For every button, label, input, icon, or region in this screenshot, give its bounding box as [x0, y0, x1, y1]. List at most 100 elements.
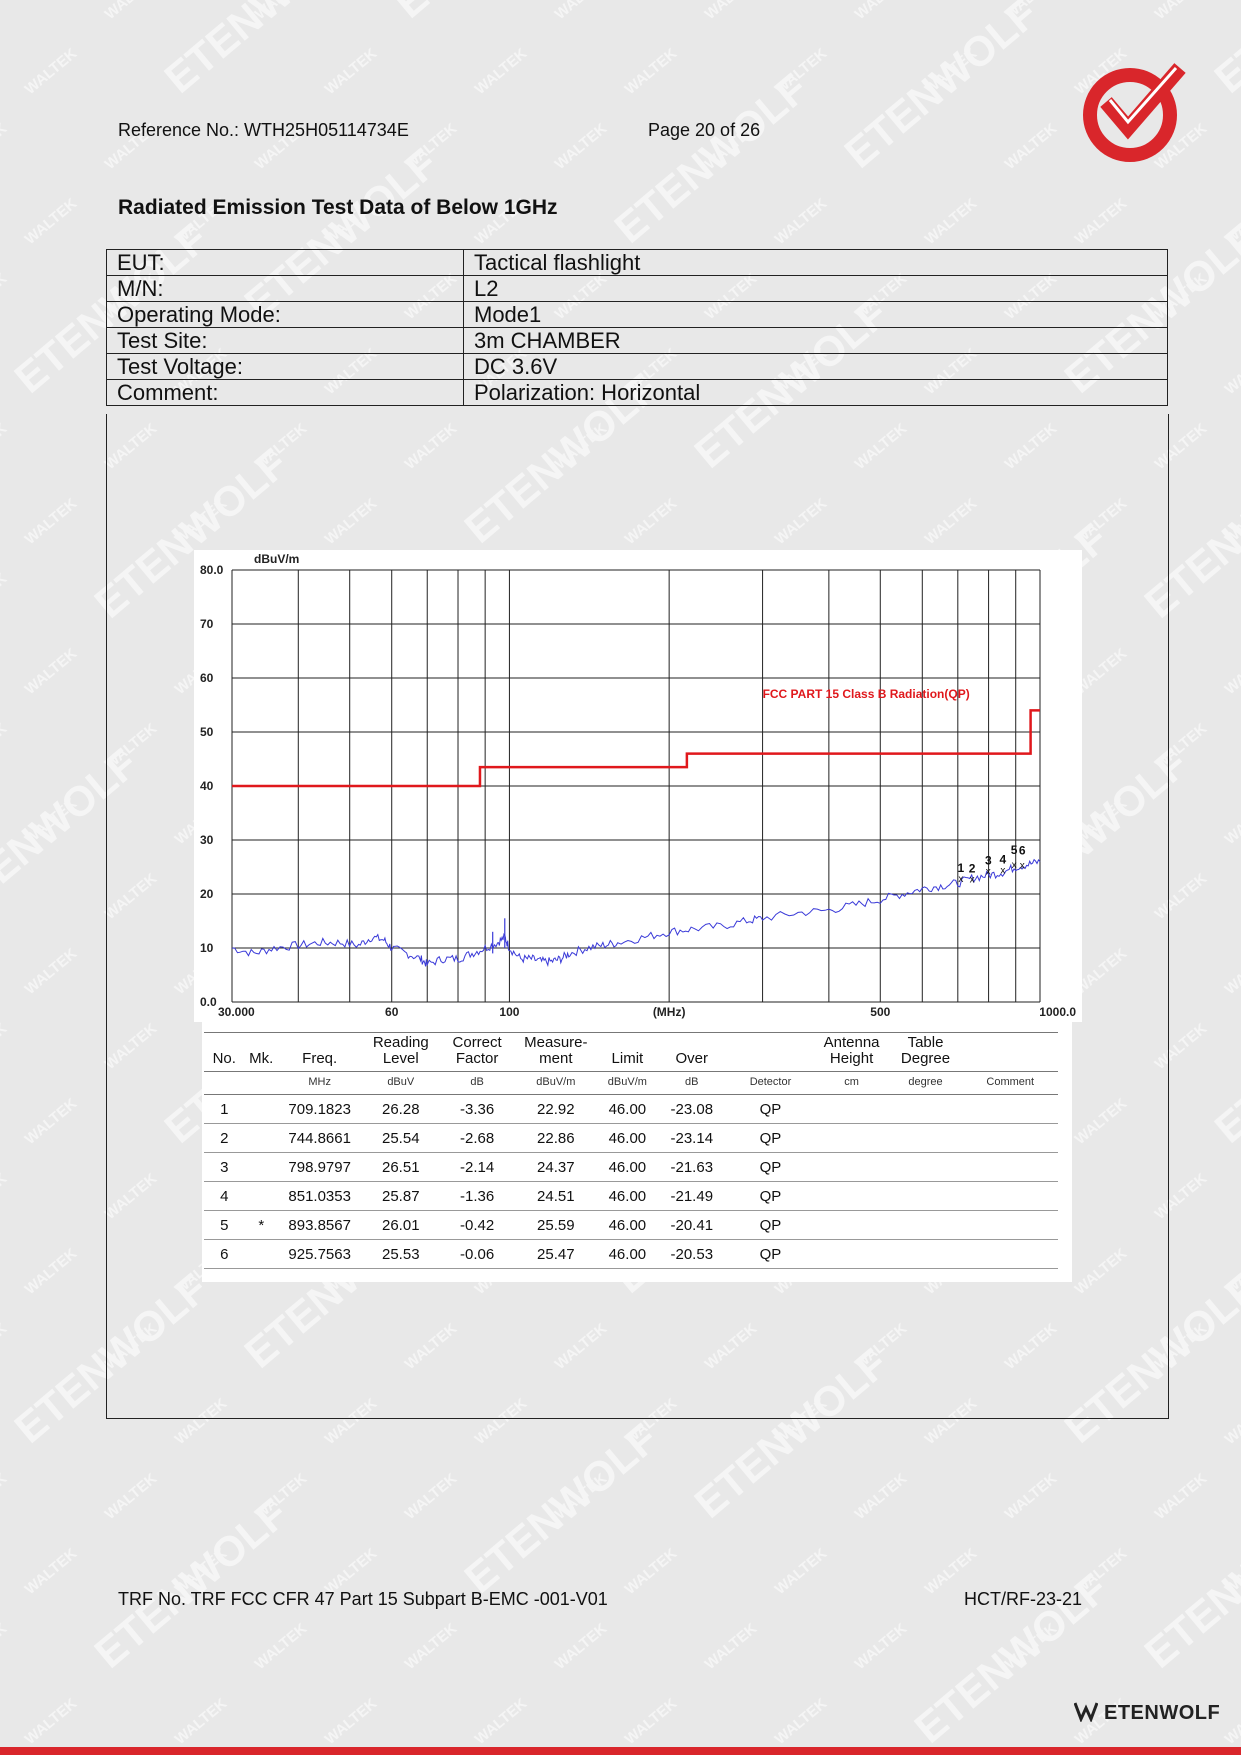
column-header: Limit — [597, 1032, 658, 1072]
table-cell — [962, 1152, 1058, 1182]
column-header: No. — [204, 1032, 245, 1072]
watermark-text: WALTEK — [402, 1470, 461, 1523]
table-cell: 26.01 — [361, 1210, 441, 1240]
marker-x: x — [958, 874, 963, 885]
column-unit: dB — [440, 1071, 515, 1095]
marker-x: x — [970, 875, 975, 886]
watermark-text: WALTEK — [0, 1320, 10, 1373]
info-label: Comment: — [106, 379, 464, 406]
table-cell — [244, 1123, 278, 1153]
watermark-text: WALTEK — [552, 1470, 611, 1523]
watermark-text: WALTEK — [552, 120, 611, 173]
watermark-text: WALTEK — [0, 570, 10, 623]
table-cell: QP — [726, 1181, 815, 1211]
watermark-text: ETENWOLF — [606, 64, 817, 251]
watermark-text: WALTEK — [772, 1545, 831, 1598]
watermark-text: WALTEK — [622, 1695, 681, 1748]
info-value: DC 3.6V — [463, 353, 1168, 380]
table-cell: 25.53 — [361, 1239, 441, 1269]
watermark-text: ETENWOLF — [456, 1414, 667, 1601]
marker-label: 6 — [1019, 843, 1026, 857]
y-tick-label: 80.0 — [200, 563, 224, 577]
table-cell — [962, 1210, 1058, 1240]
table-cell: 5 — [204, 1210, 245, 1240]
watermark-text: WALTEK — [0, 0, 10, 23]
table-cell — [962, 1094, 1058, 1124]
y-tick-label: 40 — [200, 779, 214, 793]
watermark-text: WALTEK — [22, 1695, 81, 1748]
table-cell — [962, 1123, 1058, 1153]
watermark-text: WALTEK — [402, 1620, 461, 1673]
table-cell: QP — [726, 1152, 815, 1182]
info-row: M/N: L2 — [106, 275, 1168, 302]
watermark-text: WALTEK — [22, 645, 81, 698]
watermark-text: WALTEK — [252, 0, 311, 23]
column-unit: dBuV — [361, 1071, 441, 1095]
table-cell — [888, 1123, 963, 1153]
column-unit: dBuV/m — [597, 1071, 658, 1095]
column-unit — [244, 1071, 278, 1095]
table-cell: -21.49 — [657, 1181, 727, 1211]
column-header — [726, 1032, 815, 1072]
y-tick-label: 20 — [200, 887, 214, 901]
watermark-text: WALTEK — [172, 1695, 231, 1748]
table-cell: 25.54 — [361, 1123, 441, 1153]
y-tick-label: 50 — [200, 725, 214, 739]
watermark-text: WALTEK — [0, 1020, 10, 1073]
watermark-text: WALTEK — [22, 195, 81, 248]
x-tick-label: 100 — [499, 1005, 519, 1019]
bottom-accent-bar — [0, 1747, 1241, 1755]
table-cell: 26.28 — [361, 1094, 441, 1124]
watermark-text: WALTEK — [0, 1620, 10, 1673]
limit-label: FCC PART 15 Class B Radiation(QP) — [763, 687, 970, 701]
watermark-text: ETENWOLF — [1206, 964, 1241, 1151]
watermark-text: WALTEK — [772, 195, 831, 248]
info-label: M/N: — [106, 275, 464, 302]
table-cell — [244, 1094, 278, 1124]
watermark-text: WALTEK — [0, 720, 10, 773]
table-cell: -20.53 — [657, 1239, 727, 1269]
table-row: 1 709.1823 26.28 -3.36 22.92 46.00 -23.08 QP — [204, 1094, 1058, 1124]
watermark-text: WALTEK — [0, 1170, 10, 1223]
watermark-text: ETENWOLF — [156, 0, 367, 102]
table-cell: -3.36 — [440, 1094, 515, 1124]
info-row: Operating Mode: Mode1 — [106, 301, 1168, 328]
info-row: EUT: Tactical flashlight — [106, 249, 1168, 276]
table-cell: 2 — [204, 1123, 245, 1153]
page-title: Radiated Emission Test Data of Below 1GH… — [118, 196, 558, 219]
watermark-text: WALTEK — [552, 0, 611, 23]
watermark-text: WALTEK — [852, 0, 911, 23]
table-cell — [888, 1181, 963, 1211]
table-cell: 26.51 — [361, 1152, 441, 1182]
watermark-text: WALTEK — [1152, 0, 1211, 23]
table-cell: -0.06 — [440, 1239, 515, 1269]
column-unit: dBuV/m — [514, 1071, 598, 1095]
column-header: Over — [657, 1032, 727, 1072]
reference-number: Reference No.: WTH25H05114734E — [118, 120, 409, 140]
watermark-text: WALTEK — [1222, 345, 1241, 398]
table-cell — [244, 1239, 278, 1269]
table-cell: 46.00 — [597, 1239, 658, 1269]
table-cell: 744.8661 — [277, 1123, 362, 1153]
column-unit: dB — [657, 1071, 727, 1095]
watermark-text: WALTEK — [772, 45, 831, 98]
table-cell: 46.00 — [597, 1210, 658, 1240]
table-cell: 798.9797 — [277, 1152, 362, 1182]
table-cell: 4 — [204, 1181, 245, 1211]
table-cell — [888, 1239, 963, 1269]
emission-trace — [232, 858, 1041, 968]
info-value: Mode1 — [463, 301, 1168, 328]
watermark-text: WALTEK — [472, 45, 531, 98]
table-cell: 709.1823 — [277, 1094, 362, 1124]
watermark-text: WALTEK — [322, 1695, 381, 1748]
table-cell: 25.87 — [361, 1181, 441, 1211]
measurement-table-box: No. Mk. Freq. Reading Level Correct Factor Me… — [202, 1022, 1072, 1282]
watermark-text: WALTEK — [0, 1470, 10, 1523]
watermark-text: WALTEK — [1152, 1470, 1211, 1523]
info-value: Polarization: Horizontal — [463, 379, 1168, 406]
marker-label: 1 — [957, 861, 964, 875]
watermark-text: WALTEK — [252, 1620, 311, 1673]
watermark-text: WALTEK — [1222, 945, 1241, 998]
y-tick-label: 0.0 — [200, 995, 217, 1009]
watermark-text: ETENWOLF — [386, 0, 597, 27]
